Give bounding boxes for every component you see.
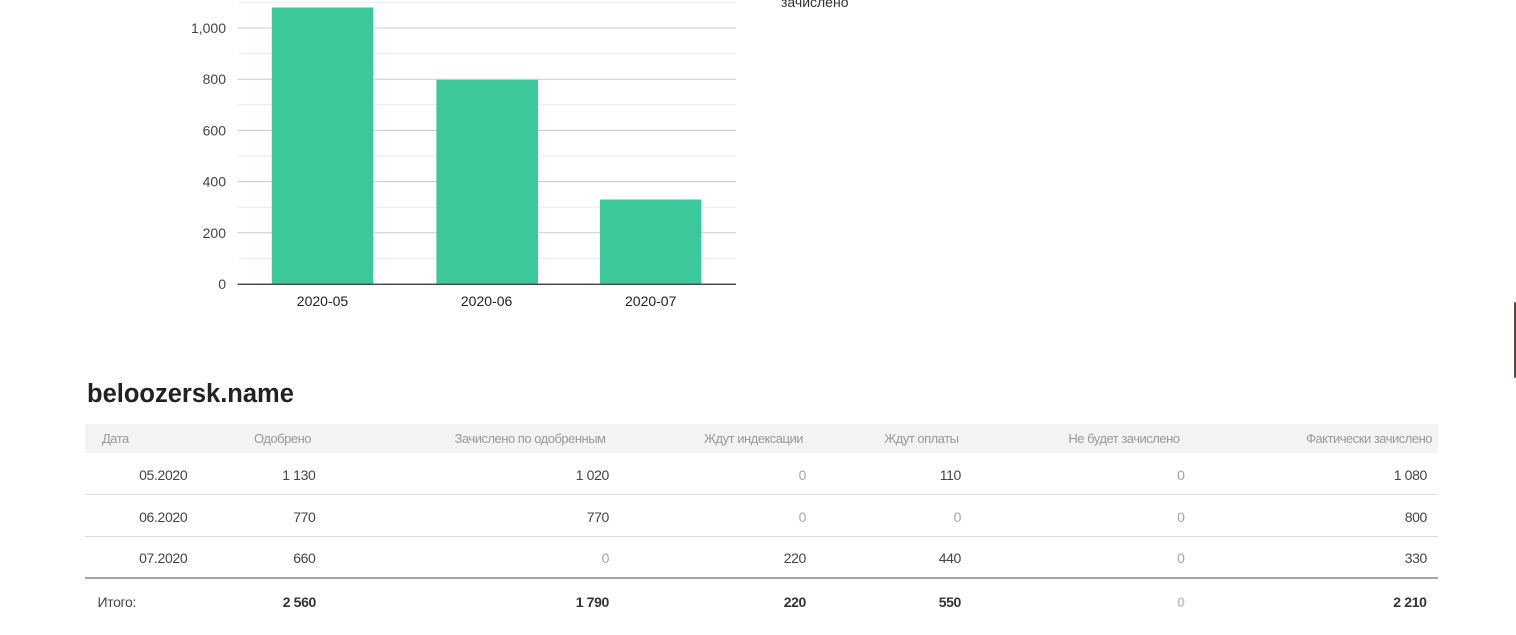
svg-text:200: 200	[203, 225, 227, 241]
svg-text:0: 0	[218, 276, 226, 292]
svg-text:зачислено: зачислено	[781, 0, 849, 10]
svg-text:2020-05: 2020-05	[297, 293, 349, 309]
svg-text:800: 800	[203, 71, 227, 87]
svg-text:600: 600	[203, 122, 227, 138]
svg-text:400: 400	[203, 174, 227, 190]
svg-text:2020-06: 2020-06	[461, 293, 513, 309]
svg-text:2020-07: 2020-07	[625, 293, 677, 309]
svg-text:1,000: 1,000	[191, 20, 226, 36]
